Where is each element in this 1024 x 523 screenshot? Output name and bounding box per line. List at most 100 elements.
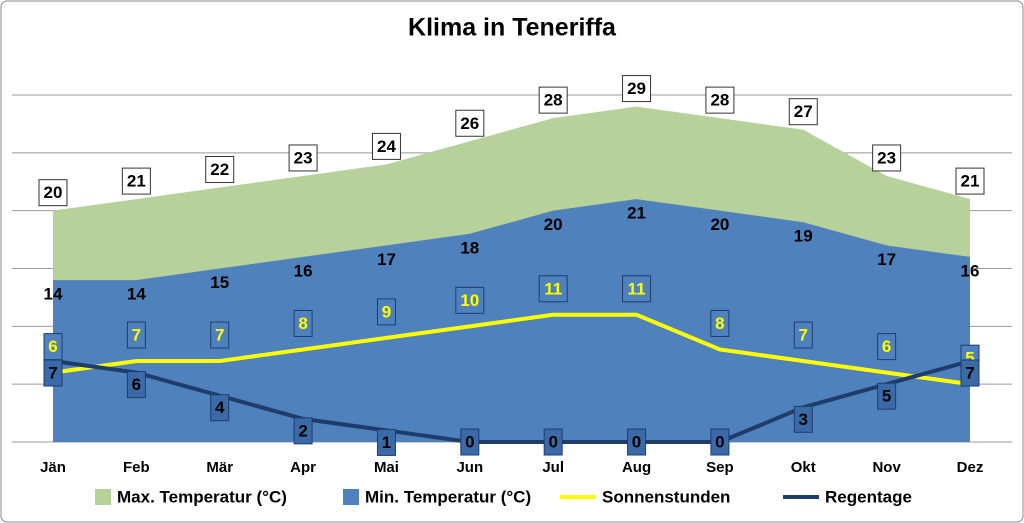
data-label-box [288, 144, 318, 172]
data-label: 28 [544, 91, 563, 110]
data-label: 4 [215, 398, 225, 417]
data-label-box [371, 132, 401, 160]
data-label: 8 [715, 314, 724, 333]
data-label: 17 [377, 250, 396, 269]
data-label: 1 [382, 433, 391, 452]
data-label-box [126, 321, 146, 349]
x-tick-label: Mai [374, 459, 399, 476]
legend-label: Regentage [825, 487, 912, 506]
x-tick-label: Feb [123, 459, 150, 476]
data-label-box [710, 428, 730, 456]
data-label-box [793, 405, 813, 433]
data-label-box [877, 333, 897, 361]
data-label: 27 [794, 102, 813, 121]
data-label: 15 [210, 273, 229, 292]
data-label: 14 [44, 285, 63, 304]
line [52, 312, 971, 387]
data-label-box [788, 98, 818, 126]
data-label-box [622, 275, 652, 303]
data-label-box [955, 167, 985, 195]
data-label-box [622, 75, 652, 103]
data-label: 16 [961, 261, 980, 280]
legend-swatch [343, 489, 359, 505]
x-tick-label: Jän [40, 459, 66, 476]
data-label-box [460, 428, 480, 456]
data-label: 23 [877, 148, 896, 167]
data-label: 0 [632, 432, 641, 451]
legend-label: Max. Temperatur (°C) [117, 487, 287, 506]
data-label-box [793, 321, 813, 349]
data-label: 7 [215, 326, 224, 345]
data-label-box [455, 109, 485, 137]
data-label-box [126, 371, 146, 399]
data-label-box [543, 428, 563, 456]
data-label: 6 [882, 337, 891, 356]
data-label: 3 [799, 410, 808, 429]
x-tick-label: Nov [872, 459, 901, 476]
x-tick-label: Dez [957, 459, 984, 476]
x-tick-label: Jul [542, 459, 564, 476]
line [52, 359, 971, 444]
data-label-box [293, 417, 313, 445]
data-label-box [960, 359, 980, 387]
legend: Max. Temperatur (°C) Min. Temperatur (°C)… [95, 487, 912, 506]
data-label: 6 [132, 375, 141, 394]
data-label: 21 [961, 172, 980, 191]
legend-label: Min. Temperatur (°C) [365, 487, 531, 506]
x-tick-label: Mär [206, 459, 233, 476]
data-label: 26 [460, 114, 479, 133]
data-label: 17 [877, 250, 896, 269]
data-label: 18 [460, 238, 479, 257]
data-label: 2 [298, 421, 307, 440]
data-label-box [538, 275, 568, 303]
data-label: 14 [127, 285, 146, 304]
data-label: 7 [48, 364, 57, 383]
data-label-box [293, 309, 313, 337]
data-label: 10 [460, 291, 479, 310]
x-tick-label: Jun [456, 459, 483, 476]
data-label: 0 [715, 432, 724, 451]
data-label-box [210, 394, 230, 422]
data-label: 0 [465, 432, 474, 451]
data-label: 9 [382, 302, 391, 321]
legend-label: Sonnenstunden [602, 487, 730, 506]
data-label: 5 [965, 349, 974, 368]
x-tick-label: Sep [706, 459, 734, 476]
data-label-box [455, 286, 485, 314]
data-label: 0 [548, 432, 557, 451]
data-label: 23 [294, 148, 313, 167]
data-label-box [538, 86, 568, 114]
x-tick-label: Aug [622, 459, 651, 476]
data-label: 5 [882, 387, 891, 406]
data-label-box [376, 428, 396, 456]
x-tick-label: Okt [791, 459, 816, 476]
data-label-box [43, 359, 63, 387]
data-label: 19 [794, 227, 813, 246]
data-label: 8 [298, 314, 307, 333]
data-label-box [376, 298, 396, 326]
data-label: 29 [627, 79, 646, 98]
data-label-box [705, 86, 735, 114]
data-label-box [210, 321, 230, 349]
data-label: 6 [48, 337, 57, 356]
legend-swatch [95, 489, 111, 505]
data-label-box [38, 179, 68, 207]
data-label: 20 [710, 215, 729, 234]
data-label: 21 [627, 204, 646, 223]
data-label: 7 [799, 326, 808, 345]
data-label: 24 [377, 137, 396, 156]
data-label-box [877, 382, 897, 410]
data-label: 11 [544, 279, 562, 298]
chart-title: Klima in Teneriffa [408, 14, 617, 42]
data-label: 20 [544, 215, 563, 234]
data-label-box [710, 309, 730, 337]
data-label-box [872, 144, 902, 172]
plot [52, 106, 971, 444]
data-label: 7 [132, 326, 141, 345]
x-tick-label: Apr [290, 459, 316, 476]
data-label: 16 [294, 261, 313, 280]
data-label: 22 [210, 160, 229, 179]
data-label-box [205, 156, 235, 184]
